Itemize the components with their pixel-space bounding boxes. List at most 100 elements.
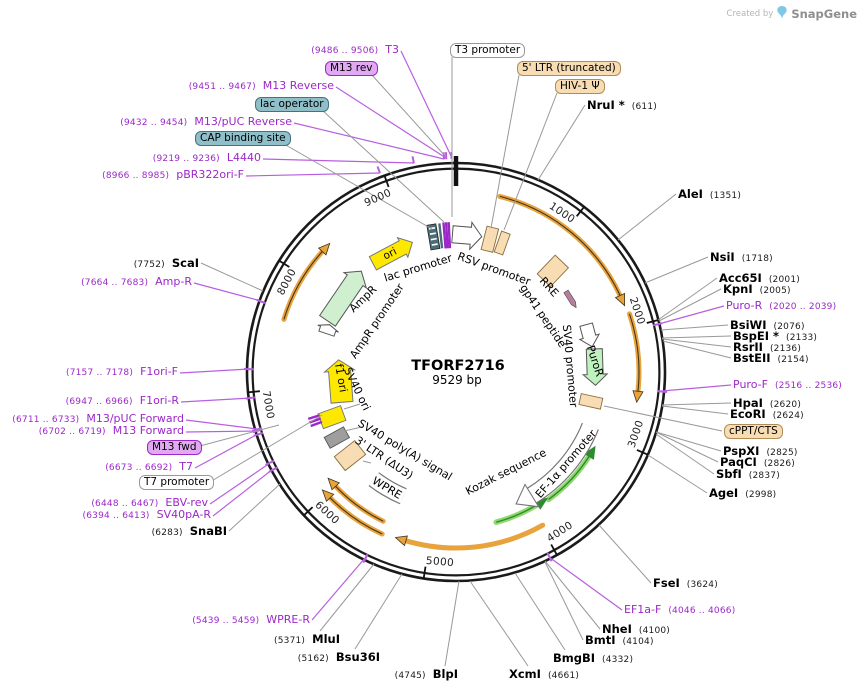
ef1a-promoter-banner	[515, 422, 599, 508]
callout-line-acc65I-site	[657, 277, 718, 321]
callout-line-sbfI-site	[655, 433, 715, 475]
label-kpnI-site: KpnI (2005)	[723, 282, 791, 296]
label-cppt-cts-label: cPPT/CTS	[724, 424, 783, 439]
puroR-glyph	[581, 348, 609, 387]
label-lac-operator-label: lac operator	[255, 97, 329, 112]
primer-site-tick-4	[376, 166, 381, 174]
ampr-start-cap	[317, 324, 339, 337]
callout-line-bsiWI-site	[660, 324, 729, 331]
label-pspXI-site: PspXI (2825)	[723, 444, 798, 458]
label-m13-fwd-label: M13 fwd	[147, 440, 202, 455]
label-aleI-site: AleI (1351)	[678, 187, 742, 201]
callout-line-pspXI-site	[655, 431, 722, 452]
callout-line-bsu36I-site	[354, 573, 403, 650]
sv40-ori-glyph	[317, 405, 347, 430]
callout-line-cap-binding-site-label	[283, 143, 433, 230]
callout-line-m13-forward-primer	[185, 430, 259, 433]
tick-1000	[575, 205, 586, 217]
label-bmtI-site: BmtI (4104)	[585, 633, 654, 647]
callout-line-ageI-site	[647, 454, 708, 494]
callout-line-t7-promoter-label	[209, 414, 323, 483]
label-bmgBI-site: BmgBI (4332)	[553, 651, 634, 665]
callout-line-amp-r-primer	[193, 282, 262, 302]
callout-line-f1ori-f-primer	[179, 368, 250, 374]
callout-line-nsiI-site	[644, 256, 709, 284]
label-cap-binding-site-label: CAP binding site	[195, 131, 291, 146]
label-xcmI-site: XcmI (4661)	[509, 667, 580, 681]
cppt-cts-glyph	[578, 393, 604, 410]
callout-line-m13-rev-label	[371, 74, 447, 158]
label-f1ori-r-primer: (6947 .. 6966) F1ori-R	[65, 394, 179, 408]
rsv-promoter-glyph	[451, 220, 483, 251]
callout-line-bstEII-site	[662, 340, 732, 359]
callout-line-hpaI-site	[661, 402, 732, 406]
callout-line-nheI-site	[544, 560, 601, 630]
primer-site-tick-13	[362, 553, 369, 564]
label-ef1a-f-primer: EF1a-F (4046 .. 4066)	[624, 603, 736, 617]
plasmid-size: 9529 bp	[432, 373, 482, 387]
label-t7-primer: (6673 .. 6692) T7	[105, 460, 193, 474]
callout-line-m13-reverse-primer	[335, 86, 447, 159]
callout-line-l4440-primer	[262, 158, 415, 164]
ori-glyph	[368, 236, 414, 271]
label-m13-forward-primer: (6702 .. 6719) M13 Forward	[38, 424, 184, 438]
label-scaI-site: (7752) ScaI	[133, 256, 199, 270]
callout-line-lac-operator-label	[321, 109, 445, 223]
label-ageI-site: AgeI (2998)	[709, 486, 777, 500]
primer-stripe-3	[447, 222, 452, 249]
label-wpre-r-primer: (5439 .. 5459) WPRE-R	[192, 613, 310, 627]
callout-line-pbr322ori-f-primer	[245, 172, 381, 177]
callout-line-f1ori-r-primer	[180, 397, 252, 403]
callout-line-m13-fwd-label	[195, 424, 280, 448]
label-nsiI-site: NsiI (1718)	[710, 250, 773, 264]
label-m13-reverse-primer: (9451 .. 9467) M13 Reverse	[188, 79, 334, 93]
tick-8000	[278, 259, 290, 268]
callout-line-xcmI-site	[469, 580, 529, 667]
orf-arc-2	[627, 311, 644, 404]
callout-line-paqCI-site	[655, 431, 719, 463]
label-blpI-site: (4745) BlpI	[394, 667, 458, 681]
callout-line-bmtI-site	[544, 561, 584, 641]
callout-line-blpI-site	[444, 580, 460, 667]
label-bsiWI-site: BsiWI (2076)	[730, 318, 805, 332]
callout-line-aleI-site	[617, 193, 677, 241]
label-bsu36I-site: (5162) Bsu36I	[297, 650, 380, 664]
callout-line-ef1a-f-primer	[548, 556, 623, 611]
label-t7-promoter-label: T7 promoter	[139, 475, 215, 490]
primer-stripe-2	[444, 222, 449, 249]
label-sv40pa-r-primer: (6394 .. 6413) SV40pA-R	[82, 508, 211, 522]
label-mluI-site: (5371) MluI	[274, 632, 340, 646]
plasmid-name: TFORF2716	[411, 358, 505, 374]
connector-line-2	[343, 403, 361, 410]
label-bspEI-site: BspEI * (2133)	[733, 329, 818, 343]
sv40-ori-stripe-3	[307, 414, 321, 421]
tick-7000	[247, 390, 260, 394]
sv40-promoter-glyph	[578, 322, 601, 348]
label-m13-puc-reverse-primer: (9432 .. 9454) M13/pUC Reverse	[120, 115, 292, 129]
tick-4000	[550, 544, 558, 556]
callout-line-t3-primer	[400, 50, 453, 159]
callout-line-wpre-r-primer	[311, 557, 366, 621]
ampR-glyph	[318, 270, 368, 327]
label-puro-r-primer: Puro-R (2020 .. 2039)	[726, 299, 837, 313]
watermark-prefix: Created by	[726, 8, 774, 19]
label-ebv-rev-primer: (6448 .. 6467) EBV-rev	[91, 496, 208, 510]
orf-arc-3	[394, 522, 546, 551]
watermark: Created by SnapGene	[727, 4, 857, 23]
label-fseI-site: FseI (3624)	[653, 576, 718, 590]
primer-stripe-1	[442, 222, 447, 249]
connector-line-1	[362, 460, 372, 464]
lac-operator-glyph	[438, 223, 444, 249]
orf-arc-6	[281, 242, 331, 322]
label-t3-primer: (9486 .. 9506) T3	[311, 43, 399, 57]
callout-line-m13-puc-reverse-primer	[293, 122, 445, 160]
hiv1-psi-glyph	[493, 230, 511, 256]
label-paqCI-site: PaqCI (2826)	[720, 455, 795, 469]
callout-line-cppt-cts-label	[603, 405, 723, 432]
label-nruI-site: NruI * (611)	[587, 98, 657, 112]
label-sbfI-site: SbfI (2837)	[716, 467, 780, 481]
tick-2000	[646, 319, 660, 324]
callout-line-bmgBI-site	[514, 572, 566, 651]
callout-line-puro-f-primer	[661, 384, 732, 392]
